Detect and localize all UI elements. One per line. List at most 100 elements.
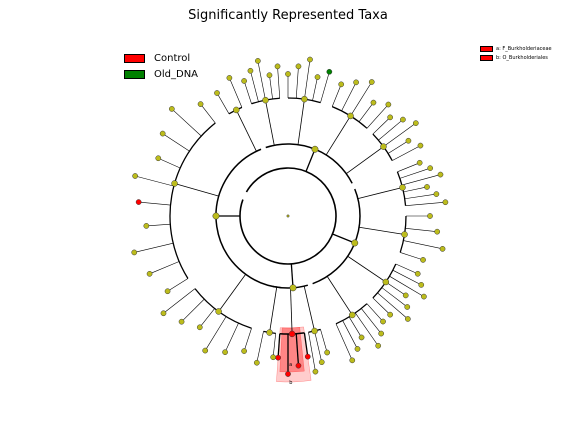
edge <box>361 308 382 334</box>
edge <box>314 330 323 363</box>
edge <box>174 183 219 197</box>
taxon-node <box>270 354 277 361</box>
edge <box>272 333 276 358</box>
taxon-node <box>285 71 291 77</box>
edge <box>169 122 216 279</box>
taxon-node <box>197 101 204 107</box>
taxon-node <box>160 310 167 317</box>
taxon-node <box>412 120 419 126</box>
taxon-node <box>380 143 387 150</box>
taxon-node <box>285 371 291 377</box>
edge <box>341 82 357 111</box>
taxon-node <box>266 329 273 336</box>
taxon-node <box>385 101 392 108</box>
taxon-node <box>351 239 359 247</box>
taxon-node <box>274 63 281 70</box>
taxon-node <box>378 330 385 337</box>
edge <box>269 75 273 100</box>
edge <box>181 298 205 322</box>
taxon-node <box>233 106 240 114</box>
figure-title: Significantly Represented Taxa <box>188 8 388 23</box>
taxon-node <box>382 278 390 286</box>
taxon-node <box>358 334 365 341</box>
taxon-node <box>442 199 449 206</box>
edge <box>392 269 422 286</box>
taxon-node <box>314 74 321 80</box>
taxon-node <box>402 292 409 299</box>
edge <box>325 115 351 156</box>
edge <box>235 109 257 152</box>
edge-layer <box>134 59 446 374</box>
taxon-node <box>368 79 375 85</box>
taxon-node <box>414 270 421 277</box>
edge <box>303 286 315 332</box>
edge <box>403 240 443 250</box>
edge <box>399 167 431 179</box>
edge <box>243 80 252 104</box>
edge <box>385 281 406 296</box>
edge <box>304 59 311 100</box>
taxon-node <box>143 223 150 229</box>
taxon-node <box>262 96 269 104</box>
edge <box>295 66 299 99</box>
edge <box>401 174 441 186</box>
edge <box>162 133 190 152</box>
taxon-node <box>155 155 162 162</box>
taxon-node <box>135 199 142 205</box>
taxon-node <box>275 354 281 361</box>
edge <box>335 323 353 361</box>
edge <box>326 276 353 316</box>
edge <box>200 103 216 124</box>
edge <box>257 60 266 101</box>
taxon-node <box>212 212 220 220</box>
taxon-node <box>131 249 138 256</box>
legend-label: Control <box>154 52 191 64</box>
edge <box>277 333 281 358</box>
taxon-node <box>437 171 444 178</box>
taxon-node <box>241 348 247 354</box>
key-swatch <box>480 45 493 52</box>
taxon-node <box>375 342 382 349</box>
taxon-node <box>171 180 178 187</box>
edge <box>405 228 438 232</box>
edge <box>163 288 196 314</box>
taxon-node <box>311 327 318 335</box>
taxon-node <box>307 56 313 63</box>
taxon-node <box>338 81 345 88</box>
taxon-node <box>370 99 377 106</box>
edge <box>392 145 421 161</box>
edge <box>366 104 389 129</box>
edge <box>265 100 275 146</box>
key-swatch <box>480 54 493 61</box>
edge <box>357 187 403 199</box>
edge <box>215 148 282 289</box>
edge <box>383 122 417 147</box>
edge <box>146 223 171 227</box>
edge <box>204 316 227 351</box>
taxon-node <box>380 318 386 325</box>
edge <box>372 117 391 135</box>
key-label: b: O_Burkholderiales <box>496 54 548 61</box>
edge <box>308 332 316 372</box>
edge <box>216 92 230 114</box>
edge <box>218 274 247 312</box>
taxon-node <box>214 90 220 96</box>
taxon-node <box>418 282 425 288</box>
edge <box>243 328 252 352</box>
edge <box>320 71 330 103</box>
clade-label-a: a <box>289 362 292 368</box>
edge <box>350 81 372 117</box>
taxon-node <box>301 95 308 103</box>
edge <box>239 167 337 265</box>
taxon-node <box>324 349 330 356</box>
taxon-node <box>404 316 411 322</box>
taxon-node <box>404 304 411 310</box>
edge <box>400 252 424 261</box>
edge <box>389 275 425 297</box>
taxon-node <box>288 330 296 338</box>
edge <box>138 201 171 206</box>
taxon-node <box>401 231 408 238</box>
legend-label: Old_DNA <box>154 68 199 80</box>
taxon-node <box>253 359 260 366</box>
edge <box>295 333 300 366</box>
